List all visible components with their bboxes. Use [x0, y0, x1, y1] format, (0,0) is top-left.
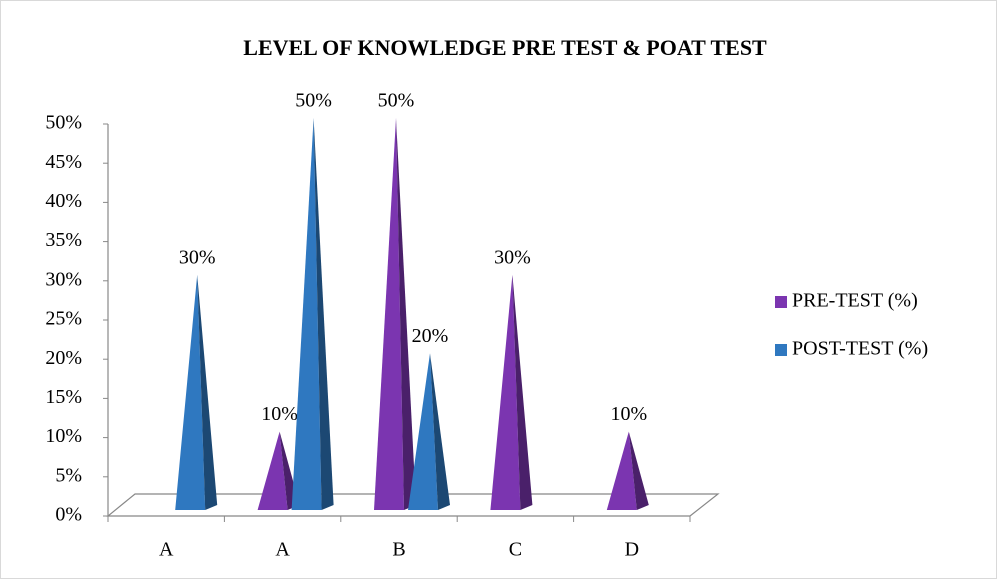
value-label: 10% — [261, 403, 298, 425]
pyramid — [374, 118, 416, 510]
value-label: 50% — [295, 90, 332, 112]
pyramid-left-face — [175, 274, 206, 510]
pyramid-right-face — [396, 118, 416, 510]
legend-label: POST-TEST (%) — [792, 338, 928, 360]
x-tick-label: B — [392, 539, 405, 561]
y-tick-label: 25% — [45, 308, 82, 330]
pyramid — [291, 118, 334, 510]
value-label: 30% — [494, 246, 531, 268]
x-tick-label: C — [509, 539, 522, 561]
pyramid — [606, 431, 649, 510]
pyramid-left-face — [257, 431, 288, 510]
y-tick-label: 15% — [45, 386, 82, 408]
pyramid-right-face — [313, 118, 334, 510]
chart-title: LEVEL OF KNOWLEDGE PRE TEST & POAT TEST — [243, 35, 767, 60]
y-tick-label: 10% — [45, 425, 82, 447]
y-tick-label: 50% — [45, 112, 82, 134]
legend-swatch — [775, 296, 787, 308]
pyramid-left-face — [606, 431, 637, 510]
y-tick-label: 40% — [45, 190, 82, 212]
pyramid-right-face — [512, 274, 533, 510]
pyramid — [490, 274, 533, 510]
pyramid-right-face — [430, 353, 450, 510]
pyramid-left-face — [374, 118, 404, 510]
y-tick-label: 20% — [45, 347, 82, 369]
value-label: 50% — [378, 90, 415, 112]
pyramid-left-face — [490, 274, 521, 510]
pyramid-left-face — [408, 353, 438, 510]
y-tick-label: 35% — [45, 229, 82, 251]
legend-label: PRE-TEST (%) — [792, 290, 918, 312]
pyramid-left-face — [291, 118, 322, 510]
y-tick-label: 45% — [45, 151, 82, 173]
value-label: 10% — [610, 403, 647, 425]
value-label: 20% — [412, 325, 449, 347]
value-label: 30% — [179, 246, 216, 268]
pyramid — [175, 274, 218, 510]
pyramid-right-face — [197, 274, 218, 510]
x-tick-label: A — [159, 539, 174, 561]
legend-swatch — [775, 344, 787, 356]
x-tick-label: D — [625, 539, 639, 561]
pyramid-right-face — [628, 431, 649, 510]
y-tick-label: 30% — [45, 268, 82, 290]
y-tick-label: 5% — [55, 464, 82, 486]
x-tick-label: A — [275, 539, 290, 561]
pyramid — [408, 353, 450, 510]
y-tick-label: 0% — [55, 504, 82, 526]
floor — [106, 493, 720, 517]
